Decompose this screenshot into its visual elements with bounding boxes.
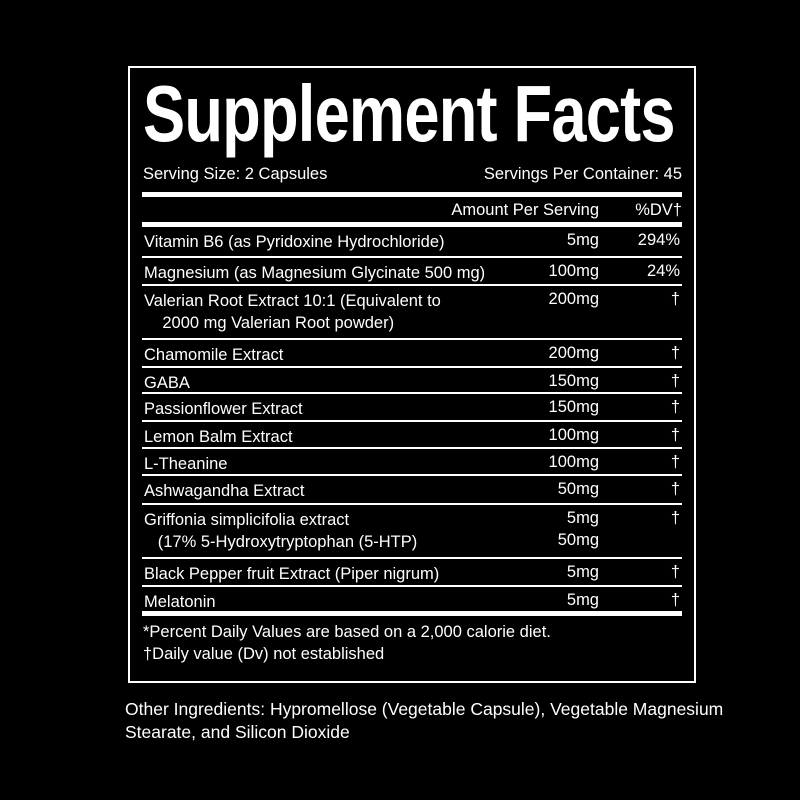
daily-value: 24% bbox=[646, 262, 680, 280]
table-row: Vitamin B6 (as Pyridoxine Hydrochloride)… bbox=[142, 227, 682, 256]
amount-per-serving: 200mg bbox=[548, 290, 599, 308]
nutrient-name: L-Theanine bbox=[144, 455, 228, 473]
table-row: Griffonia simplicifolia extract (17% 5-H… bbox=[142, 503, 682, 557]
nutrient-name: Ashwagandha Extract bbox=[144, 482, 305, 500]
serving-size: Serving Size: 2 Capsules bbox=[143, 165, 328, 183]
amount-per-serving: 100mg bbox=[548, 453, 599, 471]
nutrient-name: Griffonia simplicifolia extract (17% 5-H… bbox=[144, 511, 418, 551]
amount-per-serving-header: Amount Per Serving bbox=[451, 201, 599, 219]
table-row: L-Theanine 100mg † bbox=[142, 447, 682, 474]
nutrient-name: Valerian Root Extract 10:1 (Equivalent t… bbox=[144, 292, 441, 332]
amount-per-serving: 5mg bbox=[566, 231, 599, 249]
amount-per-serving: 50mg bbox=[557, 480, 599, 498]
nutrient-name: Magnesium (as Magnesium Glycinate 500 mg… bbox=[144, 264, 486, 282]
daily-value: † bbox=[670, 509, 680, 527]
table-row: Passionflower Extract 150mg † bbox=[142, 392, 682, 420]
amount-per-serving: 100mg bbox=[548, 262, 599, 280]
nutrient-name: Melatonin bbox=[144, 593, 216, 611]
table-row: Valerian Root Extract 10:1 (Equivalent t… bbox=[142, 284, 682, 338]
table-row: Melatonin 5mg † bbox=[142, 585, 682, 612]
table-row: Magnesium (as Magnesium Glycinate 500 mg… bbox=[142, 256, 682, 284]
amount-per-serving: 150mg bbox=[548, 398, 599, 416]
daily-value: † bbox=[670, 453, 680, 471]
nutrient-name: Lemon Balm Extract bbox=[144, 428, 293, 446]
amount-per-serving: 5mg bbox=[566, 591, 599, 609]
footnote-not-established: †Daily value (Dv) not established bbox=[143, 645, 385, 663]
daily-value: † bbox=[670, 591, 680, 609]
table-row: Ashwagandha Extract 50mg † bbox=[142, 474, 682, 503]
nutrient-name: Passionflower Extract bbox=[144, 400, 303, 418]
nutrient-name: Chamomile Extract bbox=[144, 346, 284, 364]
amount-per-serving: 200mg bbox=[548, 344, 599, 362]
amount-per-serving: 150mg bbox=[548, 372, 599, 390]
supplement-facts-panel: Supplement Facts Serving Size: 2 Capsule… bbox=[128, 66, 696, 683]
divider-thick bbox=[142, 222, 682, 227]
table-row: Chamomile Extract 200mg † bbox=[142, 338, 682, 366]
table-row: Lemon Balm Extract 100mg † bbox=[142, 420, 682, 447]
footnote-dv: *Percent Daily Values are based on a 2,0… bbox=[143, 623, 551, 641]
amount-per-serving: 5mg 50mg bbox=[557, 509, 599, 549]
divider-thick bbox=[142, 611, 682, 616]
amount-per-serving: 5mg bbox=[566, 563, 599, 581]
panel-title: Supplement Facts bbox=[143, 69, 675, 158]
daily-value: † bbox=[670, 398, 680, 416]
servings-per-container: Servings Per Container: 45 bbox=[483, 165, 682, 183]
daily-value: † bbox=[670, 344, 680, 362]
other-ingredients: Other Ingredients: Hypromellose (Vegetab… bbox=[125, 699, 724, 742]
daily-value: † bbox=[670, 426, 680, 444]
daily-value: † bbox=[670, 290, 680, 308]
dv-header: %DV† bbox=[635, 201, 682, 219]
daily-value: † bbox=[670, 563, 680, 581]
daily-value: † bbox=[670, 372, 680, 390]
amount-per-serving: 100mg bbox=[548, 426, 599, 444]
divider-thick bbox=[142, 192, 682, 197]
table-row: Black Pepper fruit Extract (Piper nigrum… bbox=[142, 557, 682, 585]
table-row: GABA 150mg † bbox=[142, 366, 682, 392]
nutrient-name: Vitamin B6 (as Pyridoxine Hydrochloride) bbox=[144, 233, 445, 251]
daily-value: † bbox=[670, 480, 680, 498]
nutrient-name: GABA bbox=[144, 374, 190, 392]
daily-value: 294% bbox=[637, 231, 680, 249]
nutrient-name: Black Pepper fruit Extract (Piper nigrum… bbox=[144, 565, 440, 583]
